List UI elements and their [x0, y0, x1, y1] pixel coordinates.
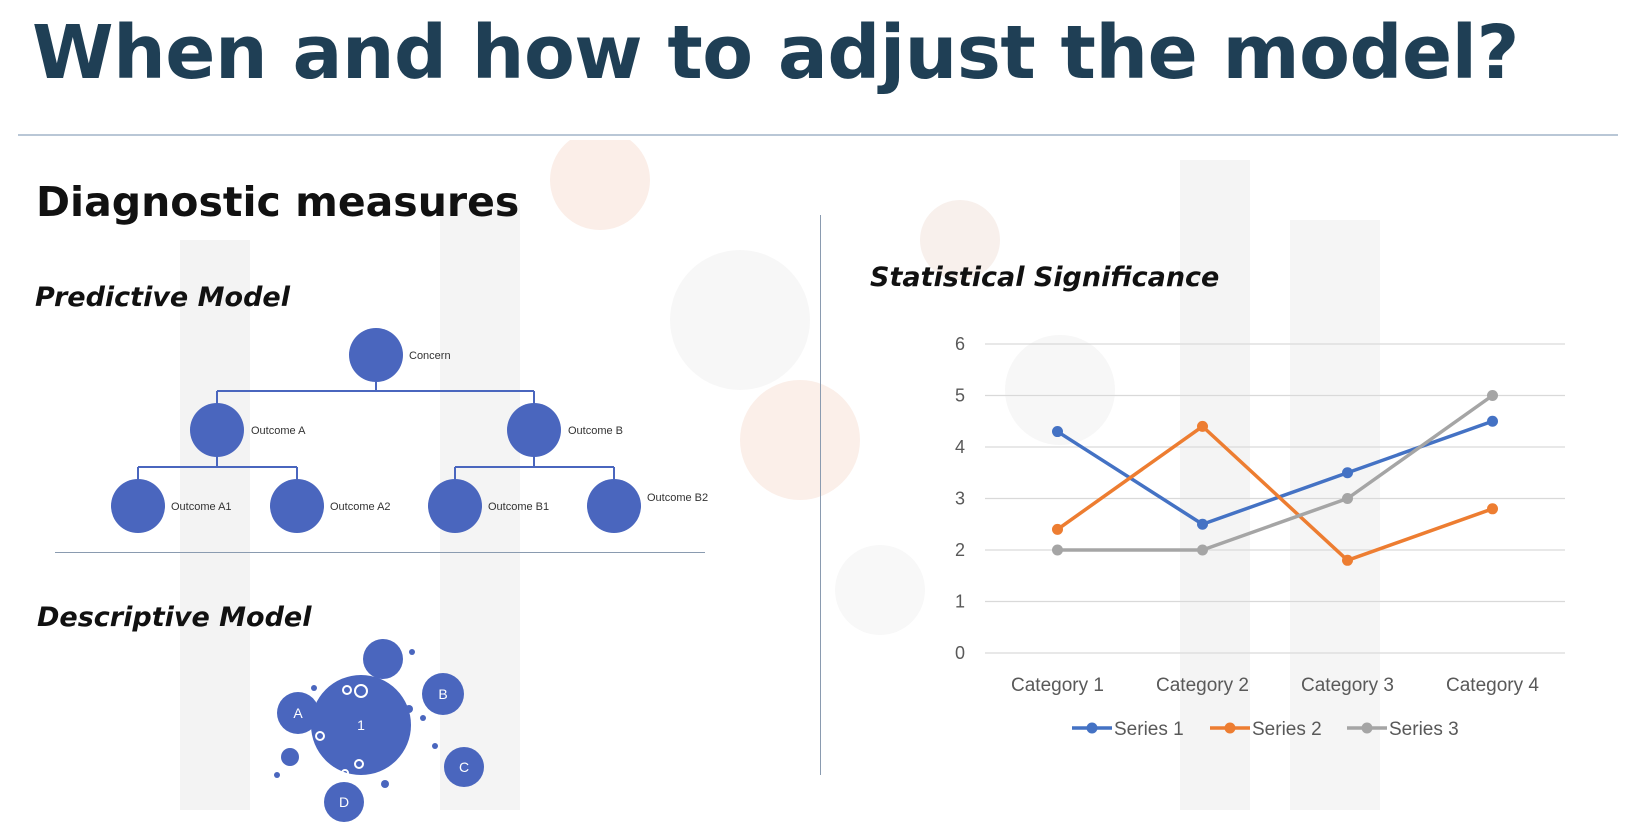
- bubble-dot: [311, 685, 317, 691]
- tree-label-outcome-a1: Outcome A1: [171, 501, 232, 513]
- tree-node-outcome-a1: [111, 479, 165, 533]
- y-tick-label: 3: [955, 489, 965, 509]
- bubble-label-a: A: [293, 705, 303, 721]
- bubble-b: [422, 673, 464, 715]
- series-point-2: [1197, 420, 1208, 432]
- series-point-1: [1342, 467, 1353, 479]
- x-tick-label: Category 1: [1011, 675, 1104, 696]
- bubble-label-b: B: [438, 686, 447, 702]
- y-tick-label: 2: [955, 540, 965, 560]
- tree-label-outcome-b: Outcome B: [568, 425, 623, 437]
- tree-node-root: [349, 328, 403, 382]
- tree-label-outcome-a2: Outcome A2: [330, 501, 391, 513]
- chart-series: [1052, 390, 1498, 566]
- slide-title: When and how to adjust the model?: [32, 10, 1519, 96]
- legend-label-2: Series 2: [1252, 719, 1322, 740]
- tree-label-outcome-b2: Outcome B2: [647, 492, 708, 504]
- tree-node-outcome-b1: [428, 479, 482, 533]
- tree-node-outcome-b: [507, 403, 561, 457]
- series-point-3: [1197, 544, 1208, 556]
- bubble-ring: [342, 685, 352, 695]
- series-point-1: [1052, 426, 1063, 438]
- bubble-center: [311, 675, 411, 775]
- bubble-d: [324, 782, 364, 822]
- horizontal-divider: [55, 552, 705, 553]
- tree-label-outcome-b1: Outcome B1: [488, 501, 549, 513]
- tree-label-outcome-a: Outcome A: [251, 425, 306, 437]
- legend-marker-1: [1086, 722, 1098, 734]
- bubble-label-center: 1: [357, 717, 365, 733]
- bubble-c: [444, 747, 484, 787]
- descriptive-model-label: Descriptive Model: [37, 602, 312, 633]
- bubble-label-d: D: [339, 794, 349, 810]
- bubble-ring: [315, 731, 325, 741]
- series-line-3: [1057, 394, 1494, 552]
- x-tick-label: Category 4: [1446, 675, 1539, 696]
- series-point-3: [1342, 493, 1353, 504]
- x-tick-label: Category 3: [1301, 675, 1394, 696]
- y-tick-label: 0: [955, 643, 965, 663]
- series-point-1: [1487, 415, 1498, 427]
- series-line-1: [1056, 419, 1494, 526]
- x-tick-label: Category 2: [1156, 675, 1249, 696]
- bubble-dot: [432, 743, 438, 749]
- series-point-2: [1052, 523, 1063, 535]
- series-point-2: [1342, 554, 1353, 566]
- legend-marker-3: [1361, 722, 1373, 734]
- bubble-dot: [381, 780, 389, 788]
- chart-legend: Series 1 Series 2 Series 3: [1072, 719, 1459, 740]
- bubble-dot: [420, 715, 426, 721]
- title-divider: [18, 134, 1618, 136]
- y-tick-label: 4: [955, 437, 965, 457]
- tree-connectors: [137, 382, 615, 480]
- statistical-significance-label: Statistical Significance: [870, 262, 1220, 293]
- series-point-1: [1197, 518, 1208, 530]
- series-point-2: [1487, 503, 1498, 515]
- tree-node-outcome-b2: [587, 479, 641, 533]
- y-tick-label: 1: [955, 592, 965, 612]
- legend-label-3: Series 3: [1389, 719, 1459, 740]
- bubble-small: [281, 748, 299, 766]
- bubble-ring: [354, 759, 364, 769]
- chart-x-axis: Category 1 Category 2 Category 3 Category 4: [1011, 675, 1539, 696]
- bubble-dot: [409, 649, 415, 655]
- bubble-ring: [341, 769, 349, 777]
- bubble-dot: [274, 772, 280, 778]
- bubble-a: [277, 692, 319, 734]
- bubble-dot: [405, 705, 413, 713]
- y-tick-label: 5: [955, 386, 965, 406]
- bubble-label-c: C: [459, 759, 469, 775]
- chart-y-axis: 0 1 2 3 4 5 6: [955, 334, 965, 663]
- bubble-ring: [354, 684, 368, 698]
- y-tick-label: 6: [955, 334, 965, 354]
- series-point-3: [1487, 390, 1498, 401]
- legend-label-1: Series 1: [1114, 719, 1184, 740]
- tree-node-outcome-a: [190, 403, 244, 457]
- section-subtitle: Diagnostic measures: [36, 178, 520, 226]
- tree-label-root: Concern: [409, 350, 451, 362]
- predictive-model-label: Predictive Model: [35, 282, 290, 313]
- legend-marker-2: [1224, 722, 1236, 734]
- tree-node-outcome-a2: [270, 479, 324, 533]
- bubble-top: [363, 639, 403, 679]
- vertical-divider: [820, 215, 821, 775]
- series-point-3: [1052, 544, 1063, 556]
- series-line-2: [1056, 424, 1494, 563]
